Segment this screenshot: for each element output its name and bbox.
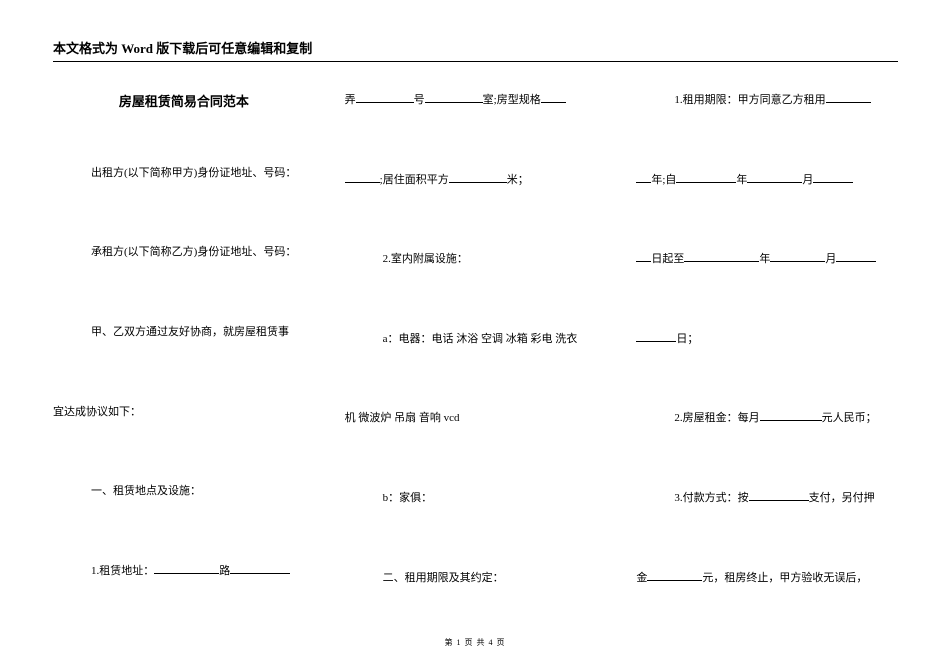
- mid-line-7: 二、租用期限及其约定：: [345, 570, 607, 588]
- content-columns: 房屋租赁简易合同范本 出租方(以下简称甲方)身份证地址、号码： 承租方(以下简称…: [53, 90, 898, 642]
- blank: [749, 490, 809, 501]
- blank: [647, 570, 702, 581]
- mid-line-1: 弄 号 室;房型规格: [345, 92, 607, 110]
- blank: [813, 172, 853, 183]
- mid-line-2: ;居住面积平方 米；: [345, 172, 607, 190]
- right-l4: 日；: [676, 333, 698, 345]
- mid-l1c: 室;房型规格: [483, 94, 541, 106]
- right-l2b: 年: [736, 174, 747, 186]
- blank: [770, 251, 825, 262]
- right-line-3: 日起至 年 月: [636, 251, 898, 269]
- blank: [747, 172, 802, 183]
- left-line-6a: 1.租赁地址：: [91, 565, 154, 577]
- right-l6b: 支付，另付押: [809, 492, 875, 504]
- left-line-5: 一、租赁地点及设施：: [53, 483, 315, 501]
- left-line-6b: 路: [219, 565, 230, 577]
- mid-line-5: 机 微波炉 吊扇 音响 vcd: [345, 410, 607, 428]
- column-left: 房屋租赁简易合同范本 出租方(以下简称甲方)身份证地址、号码： 承租方(以下简称…: [53, 90, 315, 642]
- right-l3a: 日起至: [651, 253, 684, 265]
- mid-line-6: b：家俱：: [345, 490, 607, 508]
- right-l5a: 2.房屋租金：每月: [674, 412, 759, 424]
- mid-line-4: a：电器：电话 沐浴 空调 冰箱 彩电 洗衣: [345, 331, 607, 349]
- mid-l1a: 弄: [345, 94, 356, 106]
- mid-l2b: 米；: [507, 174, 529, 186]
- right-l7b: 元，租房终止，甲方验收无误后，: [702, 572, 867, 584]
- left-line-2: 承租方(以下简称乙方)身份证地址、号码：: [53, 244, 315, 262]
- right-l1: 1.租用期限：甲方同意乙方租用: [674, 94, 825, 106]
- blank: [449, 172, 507, 183]
- column-right: 1.租用期限：甲方同意乙方租用 年;自年月 日起至年月 日； 2.房屋租金：每月…: [636, 90, 898, 642]
- right-l3b: 年: [759, 253, 770, 265]
- right-l2a: 年;自: [651, 174, 676, 186]
- blank: [676, 172, 736, 183]
- header-notice: 本文格式为 Word 版下载后可任意编辑和复制: [53, 38, 898, 62]
- right-line-2: 年;自 年 月: [636, 172, 898, 190]
- right-l6a: 3.付款方式：按: [674, 492, 748, 504]
- blank: [636, 172, 651, 183]
- blank: [345, 172, 380, 183]
- right-line-5: 2.房屋租金：每月 元人民币；: [636, 410, 898, 428]
- document-title: 房屋租赁简易合同范本: [53, 92, 315, 113]
- left-line-4: 宜达成协议如下：: [53, 404, 315, 422]
- right-line-6: 3.付款方式：按 支付，另付押: [636, 490, 898, 508]
- blank: [356, 92, 414, 103]
- blank: [636, 331, 676, 342]
- right-line-4: 日；: [636, 331, 898, 349]
- page-footer: 第 1 页 共 4 页: [0, 637, 950, 648]
- left-line-6: 1.租赁地址： 路: [53, 563, 315, 581]
- mid-l2a: ;居住面积平方: [380, 174, 449, 186]
- right-line-7: 金 元，租房终止，甲方验收无误后，: [636, 570, 898, 588]
- blank: [541, 92, 566, 103]
- left-line-3: 甲、乙双方通过友好协商，就房屋租赁事: [53, 324, 315, 342]
- right-l3c: 月: [825, 253, 836, 265]
- left-line-1: 出租方(以下简称甲方)身份证地址、号码：: [53, 165, 315, 183]
- mid-l1b: 号: [414, 94, 425, 106]
- document-page: 本文格式为 Word 版下载后可任意编辑和复制 房屋租赁简易合同范本 出租方(以…: [53, 38, 898, 642]
- mid-line-3: 2.室内附属设施：: [345, 251, 607, 269]
- blank: [636, 251, 651, 262]
- right-l5b: 元人民币；: [822, 412, 877, 424]
- blank: [230, 563, 290, 574]
- blank: [826, 92, 871, 103]
- blank: [684, 251, 759, 262]
- blank: [836, 251, 876, 262]
- right-line-1: 1.租用期限：甲方同意乙方租用: [636, 92, 898, 110]
- column-middle: 弄 号 室;房型规格 ;居住面积平方 米； 2.室内附属设施： a：电器：电话 沐浴 …: [345, 90, 607, 642]
- right-l2c: 月: [802, 174, 813, 186]
- right-l7a: 金: [636, 572, 647, 584]
- blank: [154, 563, 219, 574]
- blank: [425, 92, 483, 103]
- blank: [760, 410, 822, 421]
